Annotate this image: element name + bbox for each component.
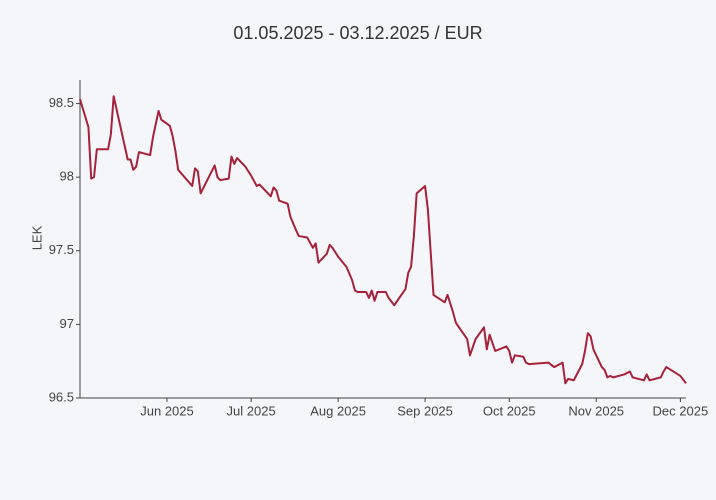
- x-tick-label: Sep 2025: [397, 403, 453, 418]
- y-tick-label: 98.5: [49, 95, 74, 110]
- price-line: [79, 95, 687, 385]
- x-tick-label: Oct 2025: [483, 403, 536, 418]
- y-tick-label: 96.5: [49, 389, 74, 404]
- x-tick-label: Dec 2025: [653, 403, 709, 418]
- x-tick-label: Nov 2025: [568, 403, 624, 418]
- y-tick-label: 97: [60, 316, 74, 331]
- x-tick-label: Jun 2025: [140, 403, 194, 418]
- x-tick-label: Jul 2025: [227, 403, 276, 418]
- y-tick-label: 98: [60, 169, 74, 184]
- chart-title: 01.05.2025 - 03.12.2025 / EUR: [233, 23, 482, 43]
- y-axis-label: LEK: [29, 225, 44, 250]
- x-tick-label: Aug 2025: [310, 403, 366, 418]
- y-tick-label: 97.5: [49, 242, 74, 257]
